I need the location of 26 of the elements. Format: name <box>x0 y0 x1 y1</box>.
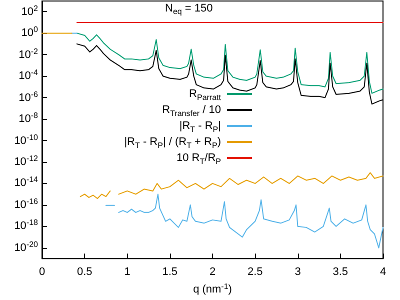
x-tick-label: 1 <box>124 266 130 278</box>
x-tick-label: 4 <box>380 266 386 278</box>
text: |R$_{T}$ - R$_{P}$| / (R$_{T}$ + R$_{P}$) <box>124 136 221 150</box>
x-tick-label: 3 <box>294 266 301 278</box>
y-tick-label: 10$^{-6}$ <box>18 90 38 104</box>
y-tick-label: 10$^{-14}$ <box>14 175 38 190</box>
x-tick-label: 2.5 <box>247 266 263 278</box>
legend-label: R$_{Parratt}$ <box>189 88 221 102</box>
y-tick-label: 10$^{-16}$ <box>14 196 38 211</box>
y-tick-label: 10$^{2}$ <box>21 4 38 18</box>
y-tick-label: 10$^{0}$ <box>21 25 38 40</box>
y-tick-label: 10$^{-12}$ <box>14 154 38 168</box>
legend-label: R$_{Transfer}$ / 10 <box>162 104 221 118</box>
y-tick-label: 10$^{-10}$ <box>14 132 38 147</box>
x-tick-label: 0.5 <box>76 266 92 278</box>
legend-label: 10 R$_{T}$/R$_{P}$ <box>176 152 221 166</box>
x-tick-label: 3.5 <box>332 266 348 278</box>
x-tick-label: 0 <box>38 266 46 278</box>
x-tick-label: 1.5 <box>162 266 178 278</box>
y-tick-label: 10$^{-8}$ <box>18 111 38 126</box>
x-tick-label: 2 <box>209 266 216 278</box>
y-tick-label: 10$^{-18}$ <box>14 218 38 232</box>
y-tick-label: 10$^{-2}$ <box>18 46 38 61</box>
y-tick-label: 10$^{-20}$ <box>14 240 38 254</box>
legend-label: |R$_{T}$ - R$_{P}$| <box>179 120 221 134</box>
y-tick-label: 10$^{-4}$ <box>18 68 38 82</box>
